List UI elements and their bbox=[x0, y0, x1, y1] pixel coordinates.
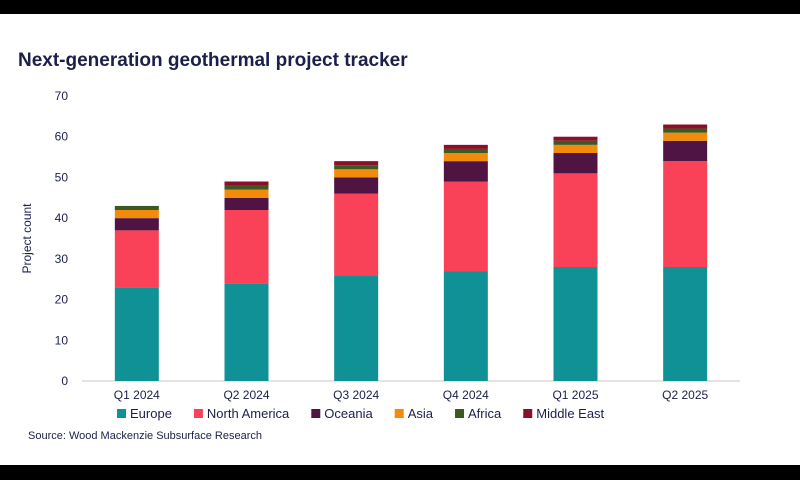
bar-segment-oceania bbox=[553, 153, 598, 174]
legend-swatch bbox=[523, 409, 533, 418]
bar-segment-europe bbox=[114, 287, 159, 381]
legend-label: North America bbox=[207, 406, 290, 421]
bar-segment-asia bbox=[553, 144, 598, 153]
y-tick-label: 40 bbox=[55, 211, 69, 225]
legend-swatch bbox=[311, 409, 321, 418]
legend-label: Middle East bbox=[536, 406, 604, 421]
x-tick-label: Q2 2024 bbox=[223, 388, 269, 402]
source-note: Source: Wood Mackenzie Subsurface Resear… bbox=[28, 430, 262, 442]
y-tick-label: 10 bbox=[55, 333, 69, 347]
y-axis-label: Project count bbox=[20, 203, 34, 274]
y-tick-label: 30 bbox=[55, 252, 69, 266]
bar-segment-middle-east bbox=[553, 136, 598, 141]
legend-label: Asia bbox=[408, 406, 434, 421]
bar-segment-europe bbox=[663, 267, 708, 381]
bar-segment-asia bbox=[224, 189, 269, 198]
bar-segment-north-america bbox=[114, 230, 159, 288]
y-tick-label: 70 bbox=[55, 89, 69, 103]
bar-segment-oceania bbox=[224, 197, 269, 210]
x-tick-label: Q2 2025 bbox=[662, 388, 708, 402]
bar-segment-oceania bbox=[334, 177, 379, 194]
bar-segment-africa bbox=[224, 185, 269, 190]
bar-segment-africa bbox=[663, 128, 708, 133]
bar-segment-africa bbox=[553, 140, 598, 145]
bar-segment-asia bbox=[114, 210, 159, 219]
legend-label: Africa bbox=[468, 406, 502, 421]
legend-swatch bbox=[394, 409, 404, 418]
x-tick-label: Q1 2024 bbox=[114, 388, 160, 402]
bar-segment-europe bbox=[553, 267, 598, 381]
bar-segment-middle-east bbox=[443, 144, 488, 149]
bar-segment-asia bbox=[443, 153, 488, 162]
bar-segment-north-america bbox=[334, 193, 379, 276]
bar-segment-europe bbox=[224, 283, 269, 381]
bar-segment-north-america bbox=[443, 181, 488, 272]
bar-segment-oceania bbox=[443, 161, 488, 182]
bar-segment-middle-east bbox=[663, 124, 708, 129]
bar-segment-africa bbox=[443, 148, 488, 153]
y-tick-label: 0 bbox=[61, 374, 68, 388]
x-tick-label: Q3 2024 bbox=[333, 388, 379, 402]
bar-segment-north-america bbox=[224, 210, 269, 284]
x-tick-label: Q4 2024 bbox=[443, 388, 489, 402]
bar-segment-middle-east bbox=[224, 181, 269, 186]
bar-segment-africa bbox=[114, 205, 159, 210]
y-tick-label: 50 bbox=[55, 170, 69, 184]
bar-segment-north-america bbox=[553, 173, 598, 267]
legend-label: Europe bbox=[130, 406, 172, 421]
x-tick-label: Q1 2025 bbox=[552, 388, 598, 402]
bar-segment-europe bbox=[334, 275, 379, 381]
legend-swatch bbox=[455, 409, 465, 418]
legend-swatch bbox=[193, 409, 203, 418]
legend-swatch bbox=[117, 409, 126, 418]
bar-segment-oceania bbox=[663, 140, 708, 162]
bar-segment-middle-east bbox=[334, 161, 379, 166]
bar-segment-asia bbox=[334, 169, 379, 178]
bar-segment-africa bbox=[334, 165, 379, 170]
top-letterbox bbox=[0, 0, 800, 14]
y-tick-label: 60 bbox=[55, 130, 69, 144]
bar-segment-oceania bbox=[114, 218, 159, 231]
bar-segment-asia bbox=[663, 132, 708, 141]
bar-segment-north-america bbox=[663, 161, 708, 267]
legend-label: Oceania bbox=[324, 406, 373, 421]
chart-title: Next-generation geothermal project track… bbox=[18, 50, 408, 71]
bar-segment-europe bbox=[443, 271, 488, 381]
bottom-letterbox bbox=[0, 465, 800, 480]
y-tick-label: 20 bbox=[55, 293, 69, 307]
